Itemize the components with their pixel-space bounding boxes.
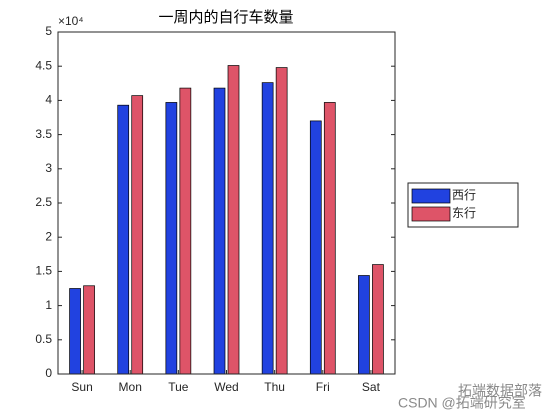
legend-label: 西行 bbox=[452, 188, 476, 202]
bar bbox=[213, 87, 226, 375]
y-tick-label: 0 bbox=[45, 366, 52, 380]
exponent-label: ×10⁴ bbox=[58, 14, 84, 28]
bar bbox=[131, 95, 144, 375]
x-tick-label: Fri bbox=[316, 380, 330, 394]
y-tick-label: 3.5 bbox=[35, 127, 52, 141]
bar bbox=[372, 264, 384, 375]
x-tick-label: Sun bbox=[71, 380, 92, 394]
y-tick-label: 4 bbox=[45, 93, 52, 107]
legend-swatch bbox=[411, 188, 451, 204]
y-tick-label: 2 bbox=[45, 229, 52, 243]
y-tick-label: 0.5 bbox=[35, 332, 52, 346]
bar bbox=[261, 82, 274, 375]
x-tick-label: Sat bbox=[362, 380, 381, 394]
bar bbox=[227, 65, 240, 375]
x-tick-label: Mon bbox=[119, 380, 142, 394]
y-tick-label: 1.5 bbox=[35, 264, 52, 278]
x-tick-label: Thu bbox=[264, 380, 285, 394]
bar bbox=[165, 102, 178, 375]
bar bbox=[275, 67, 288, 375]
legend-label: 东行 bbox=[452, 206, 476, 220]
watermark-channel: 拓端数据部落 bbox=[458, 383, 542, 399]
bar bbox=[358, 275, 370, 375]
bar bbox=[309, 120, 322, 375]
y-tick-label: 2.5 bbox=[35, 195, 52, 209]
y-tick-label: 5 bbox=[45, 24, 52, 38]
x-tick-label: Wed bbox=[214, 380, 238, 394]
y-tick-label: 1 bbox=[45, 298, 52, 312]
y-tick-label: 4.5 bbox=[35, 58, 52, 72]
legend-swatch bbox=[411, 206, 451, 222]
bar bbox=[179, 87, 192, 375]
plot-frame bbox=[57, 31, 396, 375]
watermark-source: CSDN @拓端研究室 bbox=[398, 395, 526, 411]
chart-title: 一周内的自行车数量 bbox=[158, 9, 293, 26]
x-tick-label: Tue bbox=[168, 380, 189, 394]
bar bbox=[323, 102, 336, 375]
bar bbox=[117, 104, 130, 375]
bar bbox=[83, 285, 95, 375]
bar bbox=[69, 288, 81, 375]
y-tick-label: 3 bbox=[45, 161, 52, 175]
